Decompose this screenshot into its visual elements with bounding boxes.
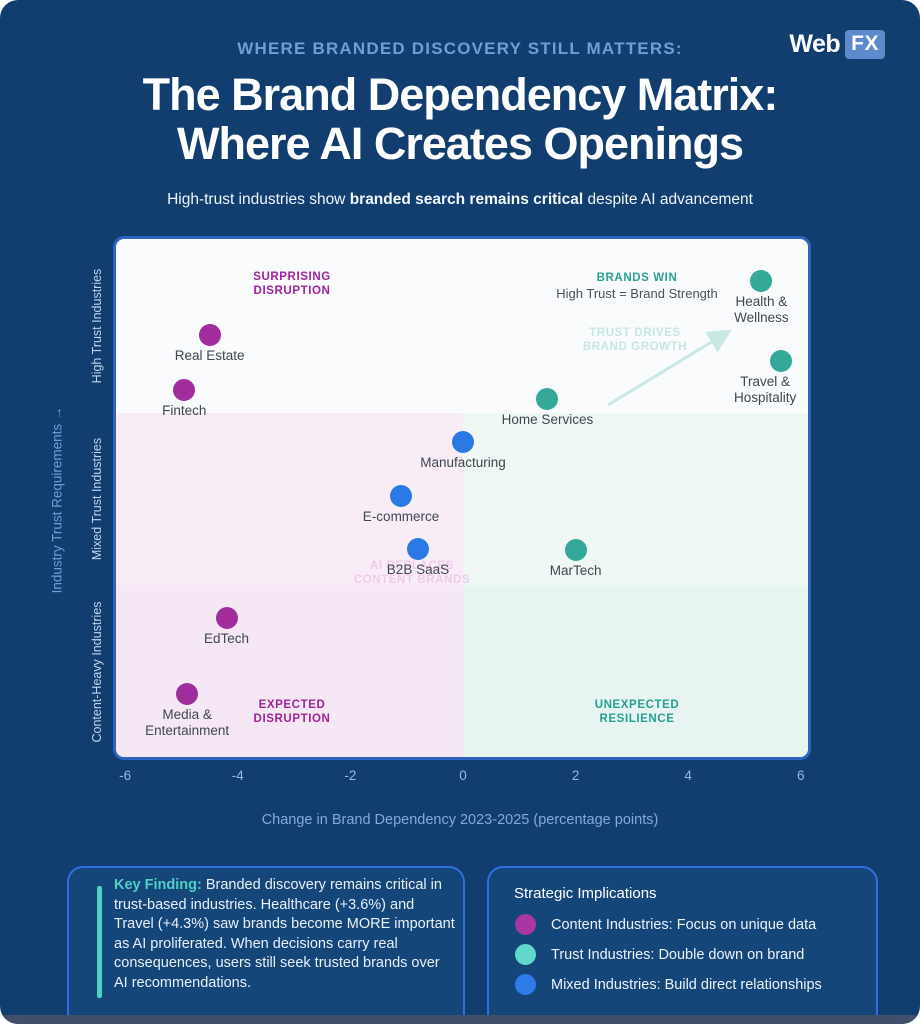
- y-band-label: Content-Heavy Industries: [90, 601, 104, 743]
- data-point: [770, 350, 793, 373]
- implications-title: Strategic Implications: [514, 885, 657, 902]
- implications-card: Strategic Implications Content Industrie…: [487, 866, 878, 1024]
- subtitle: High-trust industries show branded searc…: [0, 191, 920, 209]
- legend-label: Trust Industries: Double down on brand: [551, 946, 805, 963]
- webfx-logo: Web FX: [789, 30, 885, 59]
- data-point: [452, 431, 474, 454]
- footer-strip: [0, 1015, 920, 1024]
- x-tick: 0: [459, 768, 467, 783]
- title-line-2: Where AI Creates Openings: [177, 118, 744, 169]
- point-label: EdTech: [204, 631, 250, 647]
- key-finding-label: Key Finding:: [114, 877, 202, 893]
- legend-item: Content Industries: Focus on unique data: [515, 914, 816, 935]
- subtitle-bold: branded search remains critical: [349, 191, 584, 208]
- data-point: [173, 378, 196, 401]
- data-point: [176, 682, 199, 705]
- subtitle-prefix: High-trust industries show: [167, 191, 350, 208]
- subtitle-suffix: despite AI advancement: [583, 191, 753, 208]
- key-finding-accent-bar: [97, 886, 102, 998]
- x-tick: 6: [797, 768, 805, 783]
- data-point: [564, 538, 587, 561]
- point-label: Travel & Hospitality: [733, 374, 797, 406]
- data-point: [536, 388, 559, 411]
- x-tick: 2: [571, 768, 580, 783]
- point-label: B2B SaaS: [386, 561, 450, 577]
- data-point: [198, 323, 221, 346]
- legend-dot: [515, 974, 536, 995]
- x-tick: 4: [684, 768, 692, 783]
- x-tick: -2: [344, 768, 357, 783]
- x-tick: -6: [119, 768, 132, 783]
- key-finding-text: Key Finding: Branded discovery remains c…: [114, 876, 456, 993]
- legend-label: Mixed Industries: Build direct relations…: [551, 976, 822, 993]
- quadrant-label-unexpected-resilience: UNEXPECTED RESILIENCE: [594, 699, 680, 725]
- key-finding-card: Key Finding: Branded discovery remains c…: [67, 866, 465, 1024]
- quadrant-label-expected-disruption: EXPECTED DISRUPTION: [253, 699, 331, 725]
- y-band-label: High Trust Industries: [90, 268, 104, 384]
- quadrant-label-brands-win: BRANDS WIN High Trust = Brand Strength: [556, 272, 718, 301]
- legend-label: Content Industries: Focus on unique data: [551, 916, 817, 933]
- legend-item: Mixed Industries: Build direct relations…: [515, 974, 822, 995]
- x-axis-title: Change in Brand Dependency 2023-2025 (pe…: [261, 812, 659, 828]
- x-tick: -4: [231, 768, 244, 783]
- page-title: The Brand Dependency Matrix: Where AI Cr…: [0, 70, 920, 168]
- data-point: [215, 607, 238, 630]
- point-label: E-commerce: [362, 508, 440, 524]
- eyebrow-text: WHERE BRANDED DISCOVERY STILL MATTERS:: [237, 39, 683, 58]
- chart-panel: SURPRISING DISRUPTION BRANDS WIN High Trust…: [113, 236, 811, 760]
- point-label: Manufacturing: [420, 455, 506, 471]
- title-line-1: The Brand Dependency Matrix:: [142, 69, 779, 120]
- legend-dot: [515, 944, 536, 965]
- logo-text: Web: [789, 30, 841, 58]
- point-label: Media & Entertainment: [145, 706, 230, 738]
- point-label: Health & Wellness: [734, 293, 789, 325]
- quadrant-bg-content-left: [116, 585, 463, 757]
- data-point: [406, 537, 429, 560]
- y-band-label: Mixed Trust Industries: [90, 437, 104, 561]
- data-point: [750, 269, 773, 292]
- point-label: Fintech: [162, 402, 207, 418]
- point-label: Real Estate: [174, 347, 245, 363]
- quadrant-bg-mixed-right: [463, 413, 808, 585]
- point-label: MarTech: [549, 562, 602, 578]
- legend-item: Trust Industries: Double down on brand: [515, 944, 804, 965]
- legend-dot: [515, 914, 536, 935]
- key-finding-body: Branded discovery remains critical in tr…: [114, 877, 455, 991]
- quadrant-label-ai-replaces-content-brands: AI REPLACES CONTENT BRANDS: [353, 560, 471, 586]
- quadrant-label-surprising-disruption: SURPRISING DISRUPTION: [253, 271, 331, 297]
- logo-badge: FX: [845, 30, 885, 59]
- quadrant-label-trust-drives-brand-growth: TRUST DRIVES BRAND GROWTH: [582, 327, 688, 353]
- y-axis-title: Industry Trust Requirements →: [49, 406, 65, 594]
- data-point: [390, 484, 413, 507]
- point-label: Home Services: [501, 412, 594, 428]
- quadrant-bg-content-right: [463, 585, 808, 757]
